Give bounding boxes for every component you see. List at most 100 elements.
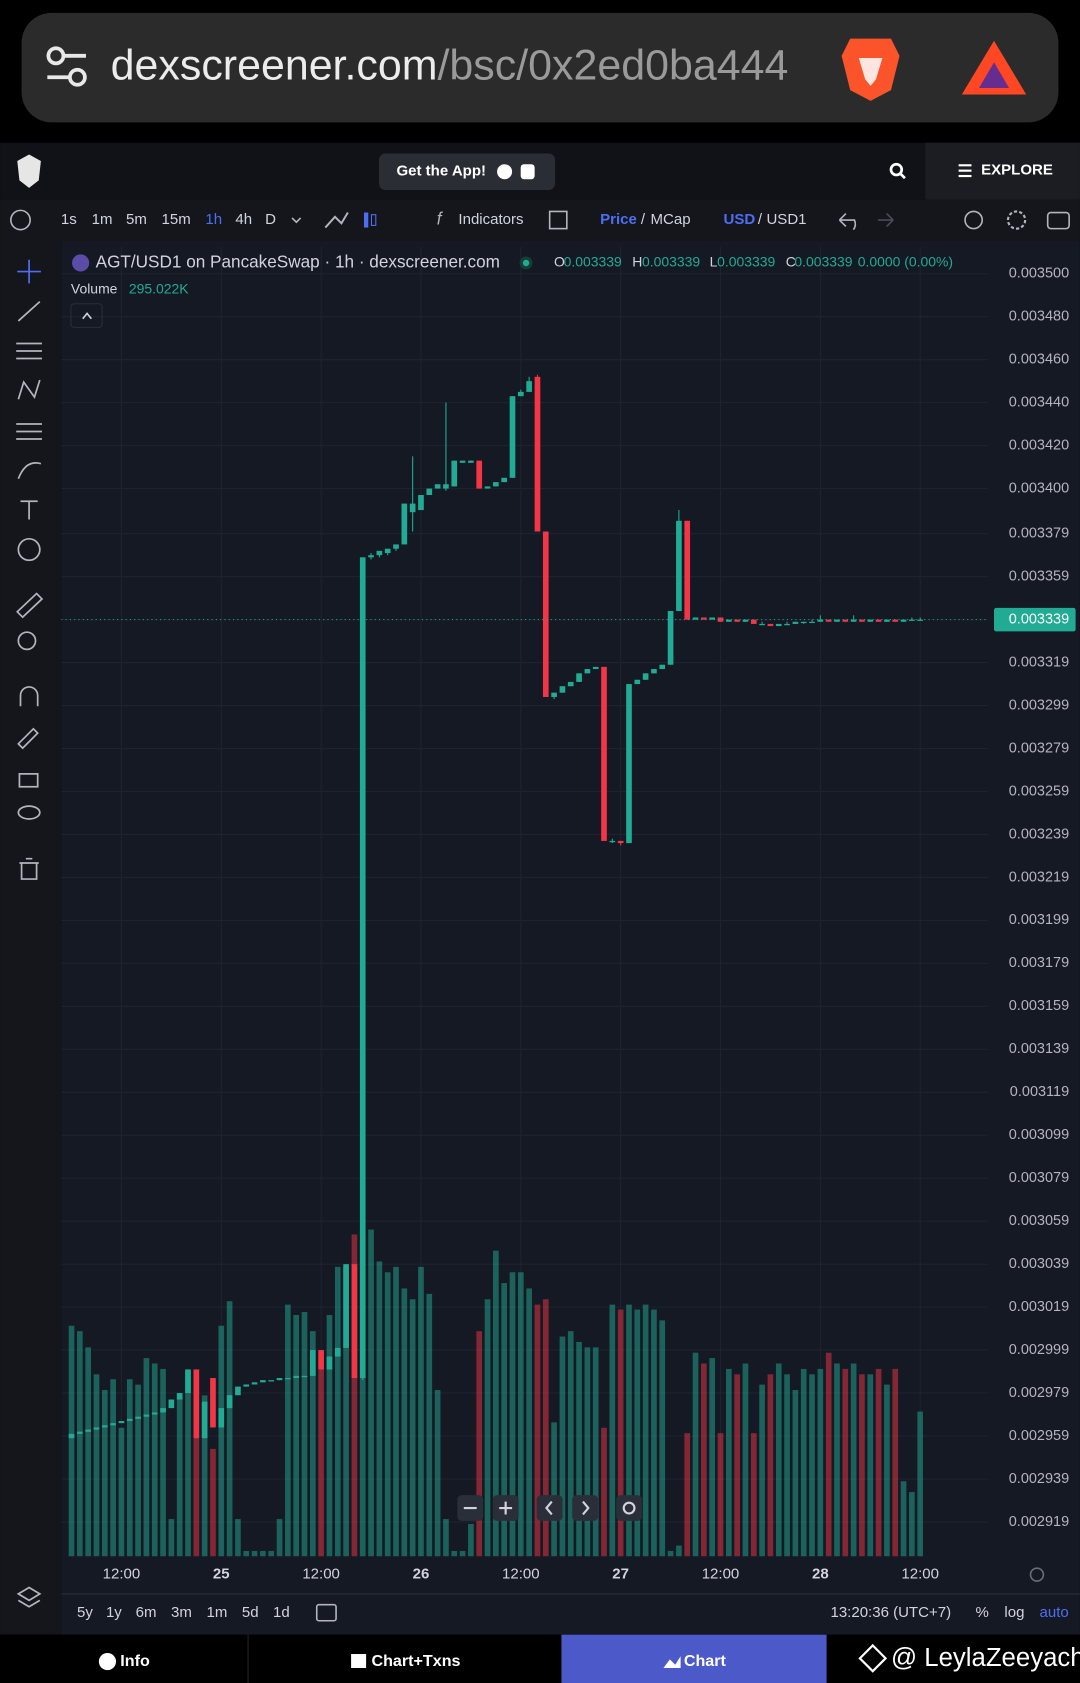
- percent-toggle[interactable]: %: [976, 1604, 989, 1621]
- candle-body: [68, 1433, 75, 1439]
- candle-type-icon[interactable]: [363, 212, 369, 228]
- auto-toggle[interactable]: auto: [1040, 1604, 1069, 1621]
- usd1-toggle[interactable]: USD1: [766, 211, 806, 228]
- token-icon: [72, 254, 90, 272]
- layers-tool[interactable]: [16, 1586, 42, 1608]
- fib-tool[interactable]: [16, 342, 42, 360]
- volume-bar: [692, 1352, 699, 1557]
- ruler-tool[interactable]: [16, 592, 44, 619]
- volume-bar: [684, 1433, 691, 1557]
- zoom-tool[interactable]: [17, 631, 37, 651]
- delete-tool[interactable]: [19, 857, 39, 880]
- candle-body: [93, 1427, 100, 1430]
- redo-icon[interactable]: [878, 213, 894, 228]
- volume-bar: [409, 1299, 416, 1557]
- goto-date-icon[interactable]: [315, 1603, 337, 1622]
- logo[interactable]: [17, 154, 41, 188]
- candle-body: [917, 619, 924, 621]
- brush-tool[interactable]: [17, 462, 42, 480]
- url[interactable]: dexscreener.com/bsc/0x2ed0ba444: [111, 42, 789, 90]
- fx-icon[interactable]: f: [437, 209, 444, 229]
- range-button[interactable]: 5d: [242, 1604, 259, 1621]
- volume-bar: [867, 1374, 874, 1557]
- y-tick-label: 0.003019: [1009, 1299, 1069, 1315]
- ohlc-change: 0.0000 (0.00%): [858, 254, 953, 270]
- axis-settings[interactable]: [1029, 1567, 1045, 1582]
- usd-toggle[interactable]: USD: [724, 211, 756, 228]
- range-button[interactable]: 5y: [77, 1604, 93, 1621]
- interval-button[interactable]: 1s: [61, 211, 77, 228]
- tab-chart[interactable]: Chart: [684, 1652, 727, 1670]
- range-button[interactable]: 3m: [171, 1604, 192, 1621]
- candle-body: [201, 1401, 208, 1439]
- candle-body: [584, 669, 591, 674]
- undo-icon[interactable]: [838, 213, 857, 231]
- candle-body: [792, 621, 799, 624]
- range-button[interactable]: 1y: [106, 1604, 122, 1621]
- log-toggle[interactable]: log: [1004, 1604, 1024, 1621]
- text-tool[interactable]: [20, 500, 38, 520]
- screenshot-icon[interactable]: [1046, 211, 1070, 230]
- magnet-tool[interactable]: [19, 686, 39, 707]
- candle-body: [343, 1264, 349, 1348]
- price-toggle[interactable]: Price: [600, 211, 637, 228]
- lock-draw-tool[interactable]: [17, 727, 39, 750]
- candle-body: [634, 679, 641, 685]
- add-symbol-icon[interactable]: [10, 209, 31, 231]
- alert-icon[interactable]: [964, 210, 984, 230]
- volume-bar: [884, 1384, 890, 1557]
- line-type-icon[interactable]: [324, 212, 349, 229]
- layout-icon[interactable]: [548, 210, 568, 230]
- candle-body: [551, 692, 557, 697]
- explore-button[interactable]: [925, 142, 1080, 200]
- scroll-left-button[interactable]: [536, 1495, 563, 1521]
- settings-icon[interactable]: [1006, 210, 1027, 230]
- trendline-tool[interactable]: [17, 300, 41, 322]
- range-button[interactable]: 6m: [136, 1604, 157, 1621]
- tab-chart-txns[interactable]: Chart+Txns: [371, 1652, 460, 1670]
- interval-button[interactable]: 1h: [205, 211, 222, 228]
- interval-button[interactable]: 1m: [92, 211, 113, 228]
- y-tick-label: 0.003239: [1009, 826, 1069, 842]
- interval-button[interactable]: 15m: [162, 211, 191, 228]
- volume-bar: [468, 1523, 474, 1557]
- volume-bar: [376, 1261, 383, 1557]
- y-tick-label: 0.003299: [1009, 697, 1069, 713]
- y-tick-label: 0.003420: [1009, 437, 1069, 453]
- get-app-button[interactable]: [378, 153, 556, 190]
- volume-bar: [343, 1266, 349, 1557]
- mcap-toggle[interactable]: MCap: [651, 211, 691, 228]
- url-bar[interactable]: [21, 12, 1059, 123]
- pattern-tool[interactable]: [17, 379, 41, 400]
- indicators-label[interactable]: Indicators: [458, 211, 523, 228]
- scroll-right-button[interactable]: [572, 1495, 598, 1521]
- range-button[interactable]: 1m: [206, 1604, 227, 1621]
- site-settings-icon[interactable]: [46, 46, 87, 87]
- tab-info[interactable]: Info: [120, 1652, 150, 1670]
- candle-body: [884, 619, 890, 622]
- lock-tool[interactable]: [18, 773, 39, 788]
- search-icon[interactable]: [889, 162, 906, 180]
- y-tick-label: 0.002999: [1009, 1342, 1069, 1358]
- volume-bar: [193, 1416, 200, 1557]
- interval-button[interactable]: 5m: [126, 211, 147, 228]
- collapse-legend[interactable]: [70, 303, 103, 328]
- volume-bar: [584, 1347, 591, 1557]
- interval-button[interactable]: D: [265, 211, 276, 228]
- candle-body: [168, 1399, 175, 1409]
- emoji-tool[interactable]: [17, 537, 41, 562]
- x-tick-label: 26: [413, 1566, 430, 1583]
- volume-bar: [634, 1309, 641, 1557]
- hide-tool[interactable]: [17, 805, 41, 820]
- reset-button[interactable]: [616, 1495, 642, 1521]
- crosshair-tool[interactable]: [17, 259, 41, 284]
- volume-bar: [709, 1358, 716, 1557]
- apple-icon: [497, 164, 513, 180]
- projection-tool[interactable]: [16, 423, 42, 440]
- volume-bar: [817, 1368, 824, 1557]
- interval-dropdown[interactable]: [291, 217, 302, 224]
- interval-button[interactable]: 4h: [235, 211, 252, 228]
- range-button[interactable]: 1d: [273, 1604, 290, 1621]
- candle-body: [426, 488, 433, 496]
